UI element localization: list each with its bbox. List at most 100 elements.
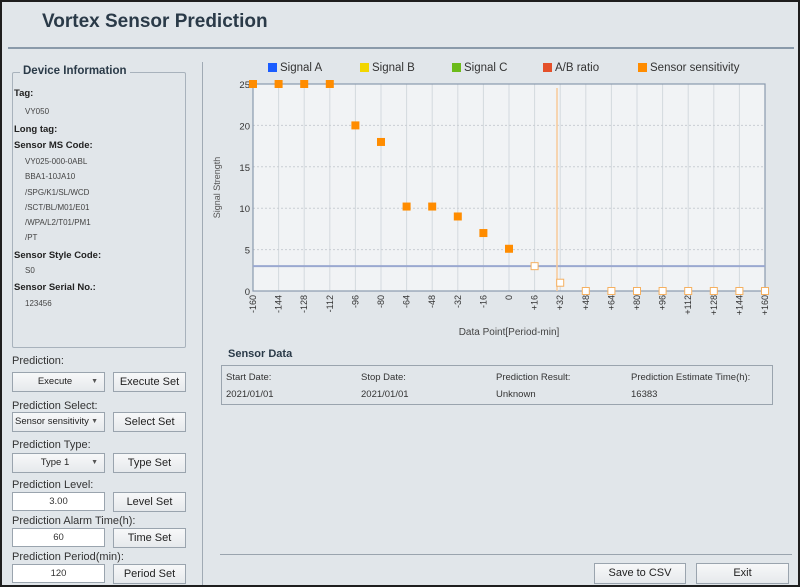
prediction-select-dropdown[interactable]: Sensor sensitivity ▼ — [12, 412, 105, 432]
x-tick-label: -128 — [299, 295, 309, 313]
x-tick-label: -144 — [274, 295, 284, 313]
exit-button[interactable]: Exit — [696, 563, 789, 584]
data-point-measured — [377, 137, 385, 146]
type-set-button[interactable]: Type Set — [113, 453, 186, 473]
data-point-predicted — [530, 262, 539, 271]
level-set-button[interactable]: Level Set — [113, 492, 186, 512]
sensor-data-heading: Sensor Data — [228, 348, 293, 360]
page-title: Vortex Sensor Prediction — [42, 11, 268, 32]
y-tick-label: 10 — [239, 204, 250, 215]
x-axis-label: Data Point[Period-min] — [459, 327, 560, 338]
prediction-select-label: Prediction Select: — [12, 400, 98, 412]
dropdown-value: Type 1 — [40, 457, 70, 468]
ms-code-line: /SCT/BL/M01/E01 — [25, 203, 90, 212]
serial-label: Sensor Serial No.: — [14, 282, 96, 293]
legend-signal-a: Signal A — [268, 62, 322, 74]
x-tick-label: -160 — [248, 295, 258, 313]
style-code-value: S0 — [25, 266, 35, 275]
data-point-measured — [325, 80, 334, 88]
data-point-measured — [249, 80, 257, 88]
y-axis-label: Signal Strength — [212, 157, 222, 219]
divider — [8, 47, 794, 49]
y-tick-label: 0 — [245, 287, 250, 298]
select-set-button[interactable]: Select Set — [113, 412, 186, 432]
data-point-measured — [428, 202, 437, 211]
y-tick-label: 25 — [239, 80, 250, 91]
x-tick-label: +64 — [606, 295, 616, 310]
data-point-measured — [453, 212, 462, 221]
y-tick-label: 15 — [239, 163, 250, 174]
ms-code-line: /SPG/K1/SL/WCD — [25, 188, 90, 197]
sensor-data-table — [221, 365, 773, 405]
data-point-predicted — [761, 287, 769, 295]
start-date-value: 2021/01/01 — [226, 389, 274, 400]
data-point-measured — [351, 121, 360, 130]
dropdown-value: Sensor sensitivity — [15, 416, 89, 427]
divider — [202, 62, 203, 585]
estimate-time-value: 16383 — [631, 389, 658, 400]
prediction-period-input[interactable]: 120 — [12, 564, 105, 583]
save-to-csv-button[interactable]: Save to CSV — [594, 563, 686, 584]
x-tick-label: +96 — [658, 295, 668, 310]
data-point-predicted — [581, 287, 590, 295]
plot-frame — [252, 83, 766, 292]
x-tick-label: -64 — [402, 295, 412, 308]
prediction-type-dropdown[interactable]: Type 1 ▼ — [12, 453, 105, 473]
data-point-predicted — [709, 287, 718, 295]
x-tick-label: 0 — [504, 295, 514, 300]
chart-legend: Signal A Signal B Signal C A/B ratio Sen… — [2, 62, 798, 78]
prediction-level-label: Prediction Level: — [12, 479, 94, 491]
time-set-button[interactable]: Time Set — [113, 528, 186, 548]
x-tick-label: +144 — [734, 295, 744, 315]
legend-ab-ratio: A/B ratio — [543, 62, 599, 74]
x-tick-label: -96 — [350, 295, 360, 308]
legend-signal-b: Signal B — [360, 62, 415, 74]
y-tick-label: 20 — [239, 121, 250, 132]
tag-label: Tag: — [14, 88, 34, 99]
sensor-chart: -160 -144 -128 -112 -96 -80 -64 -48 -32 -16 0 +16 +3… — [212, 80, 770, 338]
data-point-measured — [300, 80, 309, 88]
execute-set-button[interactable]: Execute Set — [113, 372, 186, 392]
x-tick-label: -16 — [478, 295, 488, 308]
x-tick-label: +32 — [555, 295, 565, 310]
data-point-predicted — [684, 287, 693, 295]
data-point-predicted — [633, 287, 641, 295]
ms-code-label: Sensor MS Code: — [14, 140, 93, 151]
data-point-predicted — [735, 287, 744, 295]
data-point-measured — [402, 202, 411, 211]
prediction-dropdown[interactable]: Execute ▼ — [12, 372, 105, 392]
data-point-measured — [479, 229, 488, 238]
x-tick-label: +160 — [760, 295, 770, 315]
legend-sensor-sensitivity: Sensor sensitivity — [638, 62, 739, 74]
period-set-button[interactable]: Period Set — [113, 564, 186, 584]
estimate-time-header: Prediction Estimate Time(h): — [631, 372, 751, 383]
legend-swatch — [452, 63, 461, 72]
legend-swatch — [360, 63, 369, 72]
chevron-down-icon: ▼ — [91, 378, 98, 385]
data-point-measured — [505, 244, 513, 253]
stop-date-header: Stop Date: — [361, 372, 406, 383]
ms-code-line: VY025-000-0ABL — [25, 157, 88, 166]
long-tag-label: Long tag: — [14, 124, 58, 135]
prediction-level-input[interactable]: 3.00 — [12, 492, 105, 511]
ms-code-line: /WPA/L2/T01/PM1 — [25, 218, 91, 227]
legend-swatch — [543, 63, 552, 72]
x-tick-label: -80 — [376, 295, 386, 308]
data-point-predicted — [556, 278, 565, 287]
x-tick-label: +112 — [683, 295, 693, 315]
ms-code-line: BBA1-10JA10 — [25, 172, 76, 181]
legend-signal-c: Signal C — [452, 62, 507, 74]
dropdown-value: Execute — [37, 376, 73, 387]
device-information-heading: Device Information — [20, 65, 130, 77]
x-tick-label: -112 — [325, 295, 335, 312]
legend-swatch — [268, 63, 277, 72]
start-date-header: Start Date: — [226, 372, 272, 383]
chevron-down-icon: ▼ — [91, 459, 98, 466]
alarm-time-input[interactable]: 60 — [12, 528, 105, 547]
stop-date-value: 2021/01/01 — [361, 389, 409, 400]
style-code-label: Sensor Style Code: — [14, 250, 102, 261]
x-tick-label: -48 — [427, 295, 437, 308]
prediction-period-label: Prediction Period(min): — [12, 551, 124, 563]
tag-value: VY050 — [25, 107, 50, 116]
